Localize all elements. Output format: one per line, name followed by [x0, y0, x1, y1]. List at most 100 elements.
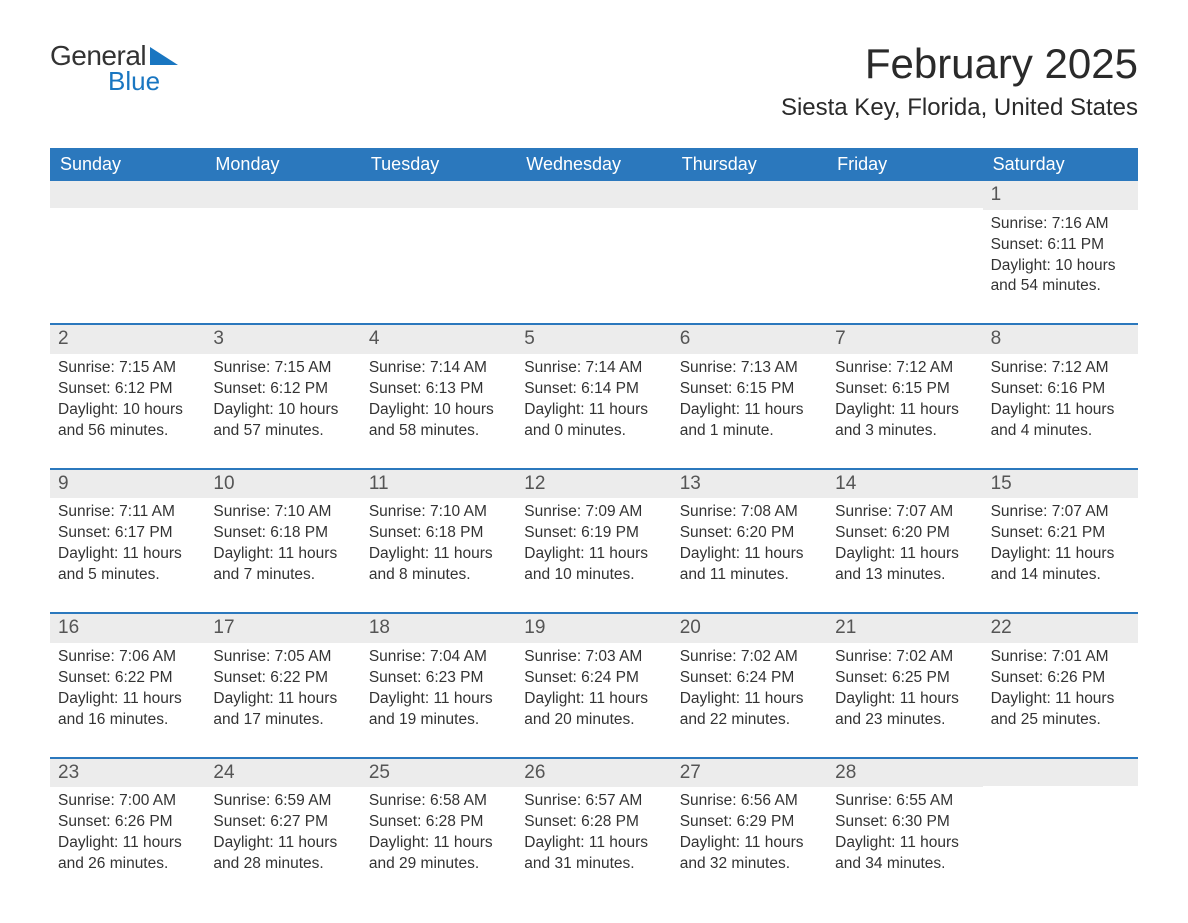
day-cell: 17Sunrise: 7:05 AMSunset: 6:22 PMDayligh… [205, 614, 360, 738]
sunrise-text: Sunrise: 6:57 AM [524, 791, 663, 812]
daylight-text: Daylight: 11 hours and 16 minutes. [58, 689, 197, 731]
week-row: 23Sunrise: 7:00 AMSunset: 6:26 PMDayligh… [50, 757, 1138, 883]
day-cell: 11Sunrise: 7:10 AMSunset: 6:18 PMDayligh… [361, 470, 516, 594]
day-cell: 6Sunrise: 7:13 AMSunset: 6:15 PMDaylight… [672, 325, 827, 449]
sunrise-text: Sunrise: 7:16 AM [991, 214, 1130, 235]
day-body: Sunrise: 7:12 AMSunset: 6:15 PMDaylight:… [827, 354, 982, 450]
day-number: 18 [361, 614, 516, 643]
day-body: Sunrise: 7:03 AMSunset: 6:24 PMDaylight:… [516, 643, 671, 739]
day-number [827, 181, 982, 208]
day-cell: 10Sunrise: 7:10 AMSunset: 6:18 PMDayligh… [205, 470, 360, 594]
day-number [205, 181, 360, 208]
sunrise-text: Sunrise: 7:06 AM [58, 647, 197, 668]
day-number: 11 [361, 470, 516, 499]
day-number: 25 [361, 759, 516, 788]
daylight-text: Daylight: 11 hours and 34 minutes. [835, 833, 974, 875]
day-body: Sunrise: 7:00 AMSunset: 6:26 PMDaylight:… [50, 787, 205, 883]
day-number [516, 181, 671, 208]
day-number: 1 [983, 181, 1138, 210]
sunset-text: Sunset: 6:22 PM [58, 668, 197, 689]
weeks-container: 1Sunrise: 7:16 AMSunset: 6:11 PMDaylight… [50, 181, 1138, 883]
week-row: 2Sunrise: 7:15 AMSunset: 6:12 PMDaylight… [50, 323, 1138, 449]
sunrise-text: Sunrise: 7:08 AM [680, 502, 819, 523]
sunrise-text: Sunrise: 7:07 AM [991, 502, 1130, 523]
sunset-text: Sunset: 6:23 PM [369, 668, 508, 689]
sunrise-text: Sunrise: 7:14 AM [524, 358, 663, 379]
sunset-text: Sunset: 6:26 PM [991, 668, 1130, 689]
sunset-text: Sunset: 6:26 PM [58, 812, 197, 833]
day-number: 26 [516, 759, 671, 788]
sunrise-text: Sunrise: 7:14 AM [369, 358, 508, 379]
weekday-header: Tuesday [361, 148, 516, 181]
day-cell: 21Sunrise: 7:02 AMSunset: 6:25 PMDayligh… [827, 614, 982, 738]
weekday-header: Wednesday [516, 148, 671, 181]
day-cell [983, 759, 1138, 883]
day-number: 20 [672, 614, 827, 643]
sunset-text: Sunset: 6:15 PM [680, 379, 819, 400]
daylight-text: Daylight: 11 hours and 32 minutes. [680, 833, 819, 875]
sunrise-text: Sunrise: 7:04 AM [369, 647, 508, 668]
day-number: 5 [516, 325, 671, 354]
day-cell: 3Sunrise: 7:15 AMSunset: 6:12 PMDaylight… [205, 325, 360, 449]
week-row: 9Sunrise: 7:11 AMSunset: 6:17 PMDaylight… [50, 468, 1138, 594]
day-number: 21 [827, 614, 982, 643]
sunrise-text: Sunrise: 7:03 AM [524, 647, 663, 668]
day-cell: 1Sunrise: 7:16 AMSunset: 6:11 PMDaylight… [983, 181, 1138, 305]
day-cell [516, 181, 671, 305]
sunrise-text: Sunrise: 7:15 AM [58, 358, 197, 379]
day-body: Sunrise: 6:57 AMSunset: 6:28 PMDaylight:… [516, 787, 671, 883]
day-number: 13 [672, 470, 827, 499]
day-cell: 25Sunrise: 6:58 AMSunset: 6:28 PMDayligh… [361, 759, 516, 883]
day-body: Sunrise: 7:04 AMSunset: 6:23 PMDaylight:… [361, 643, 516, 739]
day-number [983, 759, 1138, 786]
day-cell: 22Sunrise: 7:01 AMSunset: 6:26 PMDayligh… [983, 614, 1138, 738]
sunrise-text: Sunrise: 7:10 AM [369, 502, 508, 523]
sunset-text: Sunset: 6:22 PM [213, 668, 352, 689]
daylight-text: Daylight: 11 hours and 22 minutes. [680, 689, 819, 731]
sunrise-text: Sunrise: 7:15 AM [213, 358, 352, 379]
day-cell: 13Sunrise: 7:08 AMSunset: 6:20 PMDayligh… [672, 470, 827, 594]
day-body: Sunrise: 6:59 AMSunset: 6:27 PMDaylight:… [205, 787, 360, 883]
sunrise-text: Sunrise: 7:01 AM [991, 647, 1130, 668]
day-number: 22 [983, 614, 1138, 643]
day-cell: 20Sunrise: 7:02 AMSunset: 6:24 PMDayligh… [672, 614, 827, 738]
sunset-text: Sunset: 6:29 PM [680, 812, 819, 833]
sunrise-text: Sunrise: 7:02 AM [680, 647, 819, 668]
sunset-text: Sunset: 6:24 PM [680, 668, 819, 689]
day-number: 12 [516, 470, 671, 499]
day-body: Sunrise: 7:02 AMSunset: 6:25 PMDaylight:… [827, 643, 982, 739]
sunset-text: Sunset: 6:25 PM [835, 668, 974, 689]
day-number: 2 [50, 325, 205, 354]
daylight-text: Daylight: 11 hours and 4 minutes. [991, 400, 1130, 442]
day-cell [672, 181, 827, 305]
day-body: Sunrise: 7:02 AMSunset: 6:24 PMDaylight:… [672, 643, 827, 739]
day-number: 6 [672, 325, 827, 354]
day-cell: 16 Sunrise: 7:06 AMSunset: 6:22 PMDayligh… [50, 614, 205, 738]
weekday-header-row: Sunday Monday Tuesday Wednesday Thursday… [50, 148, 1138, 181]
daylight-text: Daylight: 11 hours and 20 minutes. [524, 689, 663, 731]
day-body: Sunrise: 7:14 AMSunset: 6:14 PMDaylight:… [516, 354, 671, 450]
day-number: 16 [50, 614, 205, 643]
daylight-text: Daylight: 11 hours and 5 minutes. [58, 544, 197, 586]
weekday-header: Thursday [672, 148, 827, 181]
daylight-text: Daylight: 11 hours and 13 minutes. [835, 544, 974, 586]
day-number: 4 [361, 325, 516, 354]
brand-logo: General Blue [50, 40, 178, 97]
sunrise-text: Sunrise: 7:07 AM [835, 502, 974, 523]
day-cell [361, 181, 516, 305]
day-number: 8 [983, 325, 1138, 354]
day-cell: 7Sunrise: 7:12 AMSunset: 6:15 PMDaylight… [827, 325, 982, 449]
day-body: Sunrise: 7:07 AMSunset: 6:20 PMDaylight:… [827, 498, 982, 594]
day-cell: 18Sunrise: 7:04 AMSunset: 6:23 PMDayligh… [361, 614, 516, 738]
sunset-text: Sunset: 6:18 PM [369, 523, 508, 544]
sunset-text: Sunset: 6:27 PM [213, 812, 352, 833]
day-body: Sunrise: 7:14 AMSunset: 6:13 PMDaylight:… [361, 354, 516, 450]
sunset-text: Sunset: 6:28 PM [369, 812, 508, 833]
day-cell [50, 181, 205, 305]
day-number: 19 [516, 614, 671, 643]
sunset-text: Sunset: 6:16 PM [991, 379, 1130, 400]
daylight-text: Daylight: 10 hours and 56 minutes. [58, 400, 197, 442]
day-cell [205, 181, 360, 305]
calendar: Sunday Monday Tuesday Wednesday Thursday… [50, 148, 1138, 883]
day-cell: 14Sunrise: 7:07 AMSunset: 6:20 PMDayligh… [827, 470, 982, 594]
